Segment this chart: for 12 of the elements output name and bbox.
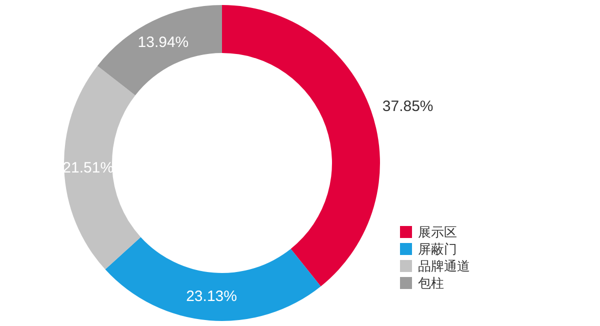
legend-label: 屏蔽门 [418, 242, 457, 256]
donut-slice [97, 5, 222, 96]
legend-label: 品牌通道 [418, 258, 470, 274]
data-label: 23.13% [186, 288, 237, 306]
legend-label: 包柱 [418, 276, 444, 290]
donut-slice [64, 66, 141, 270]
donut-slice [222, 5, 380, 286]
donut-slice [105, 237, 321, 321]
data-label: 37.85% [382, 98, 434, 116]
data-label: 21.51% [62, 160, 114, 177]
legend-label: 展示区 [418, 224, 457, 240]
data-label: 13.94% [138, 34, 189, 52]
